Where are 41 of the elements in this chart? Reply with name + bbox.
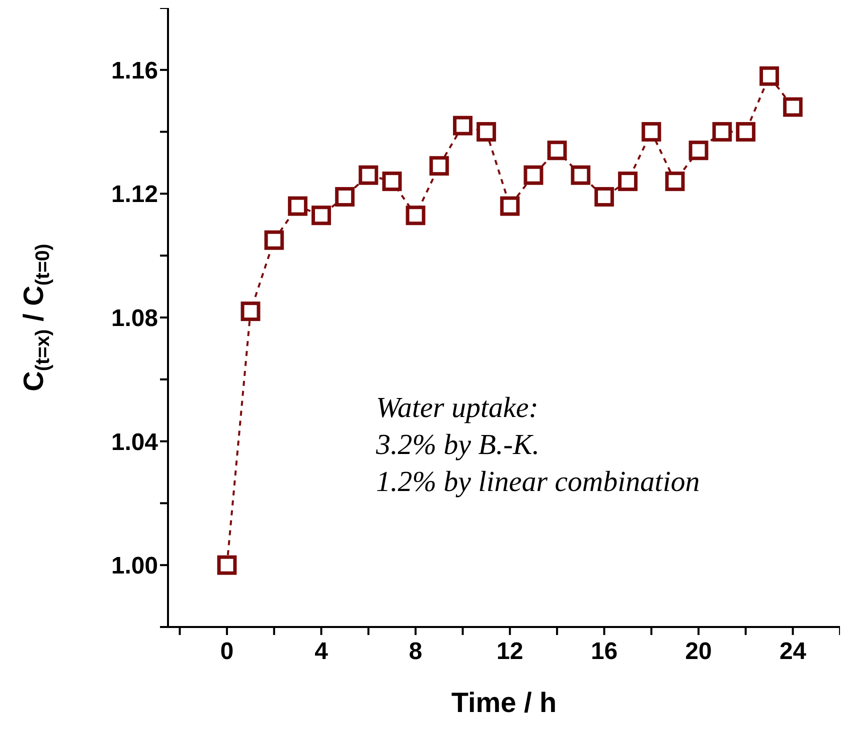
point [688,140,708,160]
y-tick-label: 1.12 [111,181,158,208]
x-tick-label: 24 [779,638,807,665]
y-tick-label: 1.08 [111,305,158,332]
point [429,156,449,176]
x-tick-label: 16 [590,638,618,665]
x-tick-label: 8 [408,638,422,665]
point [524,165,544,185]
point [312,206,332,226]
point [476,122,496,142]
point [642,122,662,142]
point [452,116,472,136]
point [618,172,638,192]
point [217,555,237,575]
annotation: 1.2% by linear combination [376,465,700,500]
point [382,172,402,192]
point [665,172,685,192]
point [264,230,284,250]
x-tick-label: 12 [496,638,524,665]
annotation: Water uptake: [376,391,540,426]
point [240,302,260,322]
y-tick-label: 1.04 [111,428,159,456]
point [594,187,614,207]
point [570,165,590,185]
x-axis-title: Time / h [451,687,557,718]
point [736,122,756,142]
point [760,66,780,86]
point [500,196,520,216]
x-tick-label: 4 [314,638,329,665]
point [783,97,803,117]
annotation: 3.2% by B.-K. [376,428,540,463]
point [547,140,567,160]
point [288,196,308,216]
point [358,165,378,185]
x-tick-label: 0 [220,638,234,665]
y-tick-label: 1.00 [111,552,158,580]
point [335,187,355,207]
x-tick-label: 20 [685,638,712,665]
point [712,122,732,142]
y-tick-label: 1.16 [111,57,158,84]
point [406,206,426,226]
